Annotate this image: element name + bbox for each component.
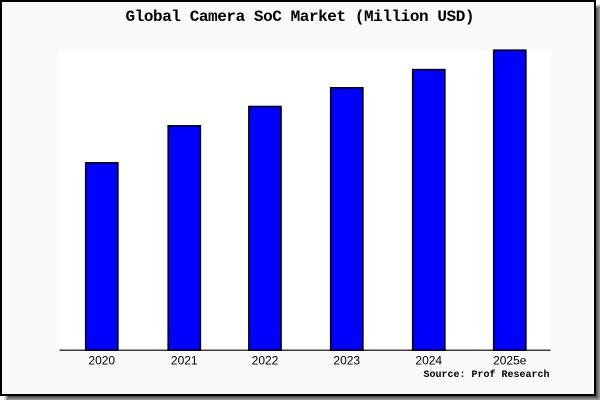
svg-text:2025e: 2025e — [493, 354, 527, 368]
svg-text:2021: 2021 — [171, 354, 198, 368]
svg-text:2022: 2022 — [252, 354, 279, 368]
svg-text:Source: Prof Research: Source: Prof Research — [423, 369, 549, 381]
svg-text:Global Camera SoC Market (Mill: Global Camera SoC Market (Million USD) — [126, 8, 475, 26]
svg-text:2024: 2024 — [415, 354, 442, 368]
svg-text:2020: 2020 — [88, 354, 115, 368]
svg-text:2023: 2023 — [333, 354, 360, 368]
